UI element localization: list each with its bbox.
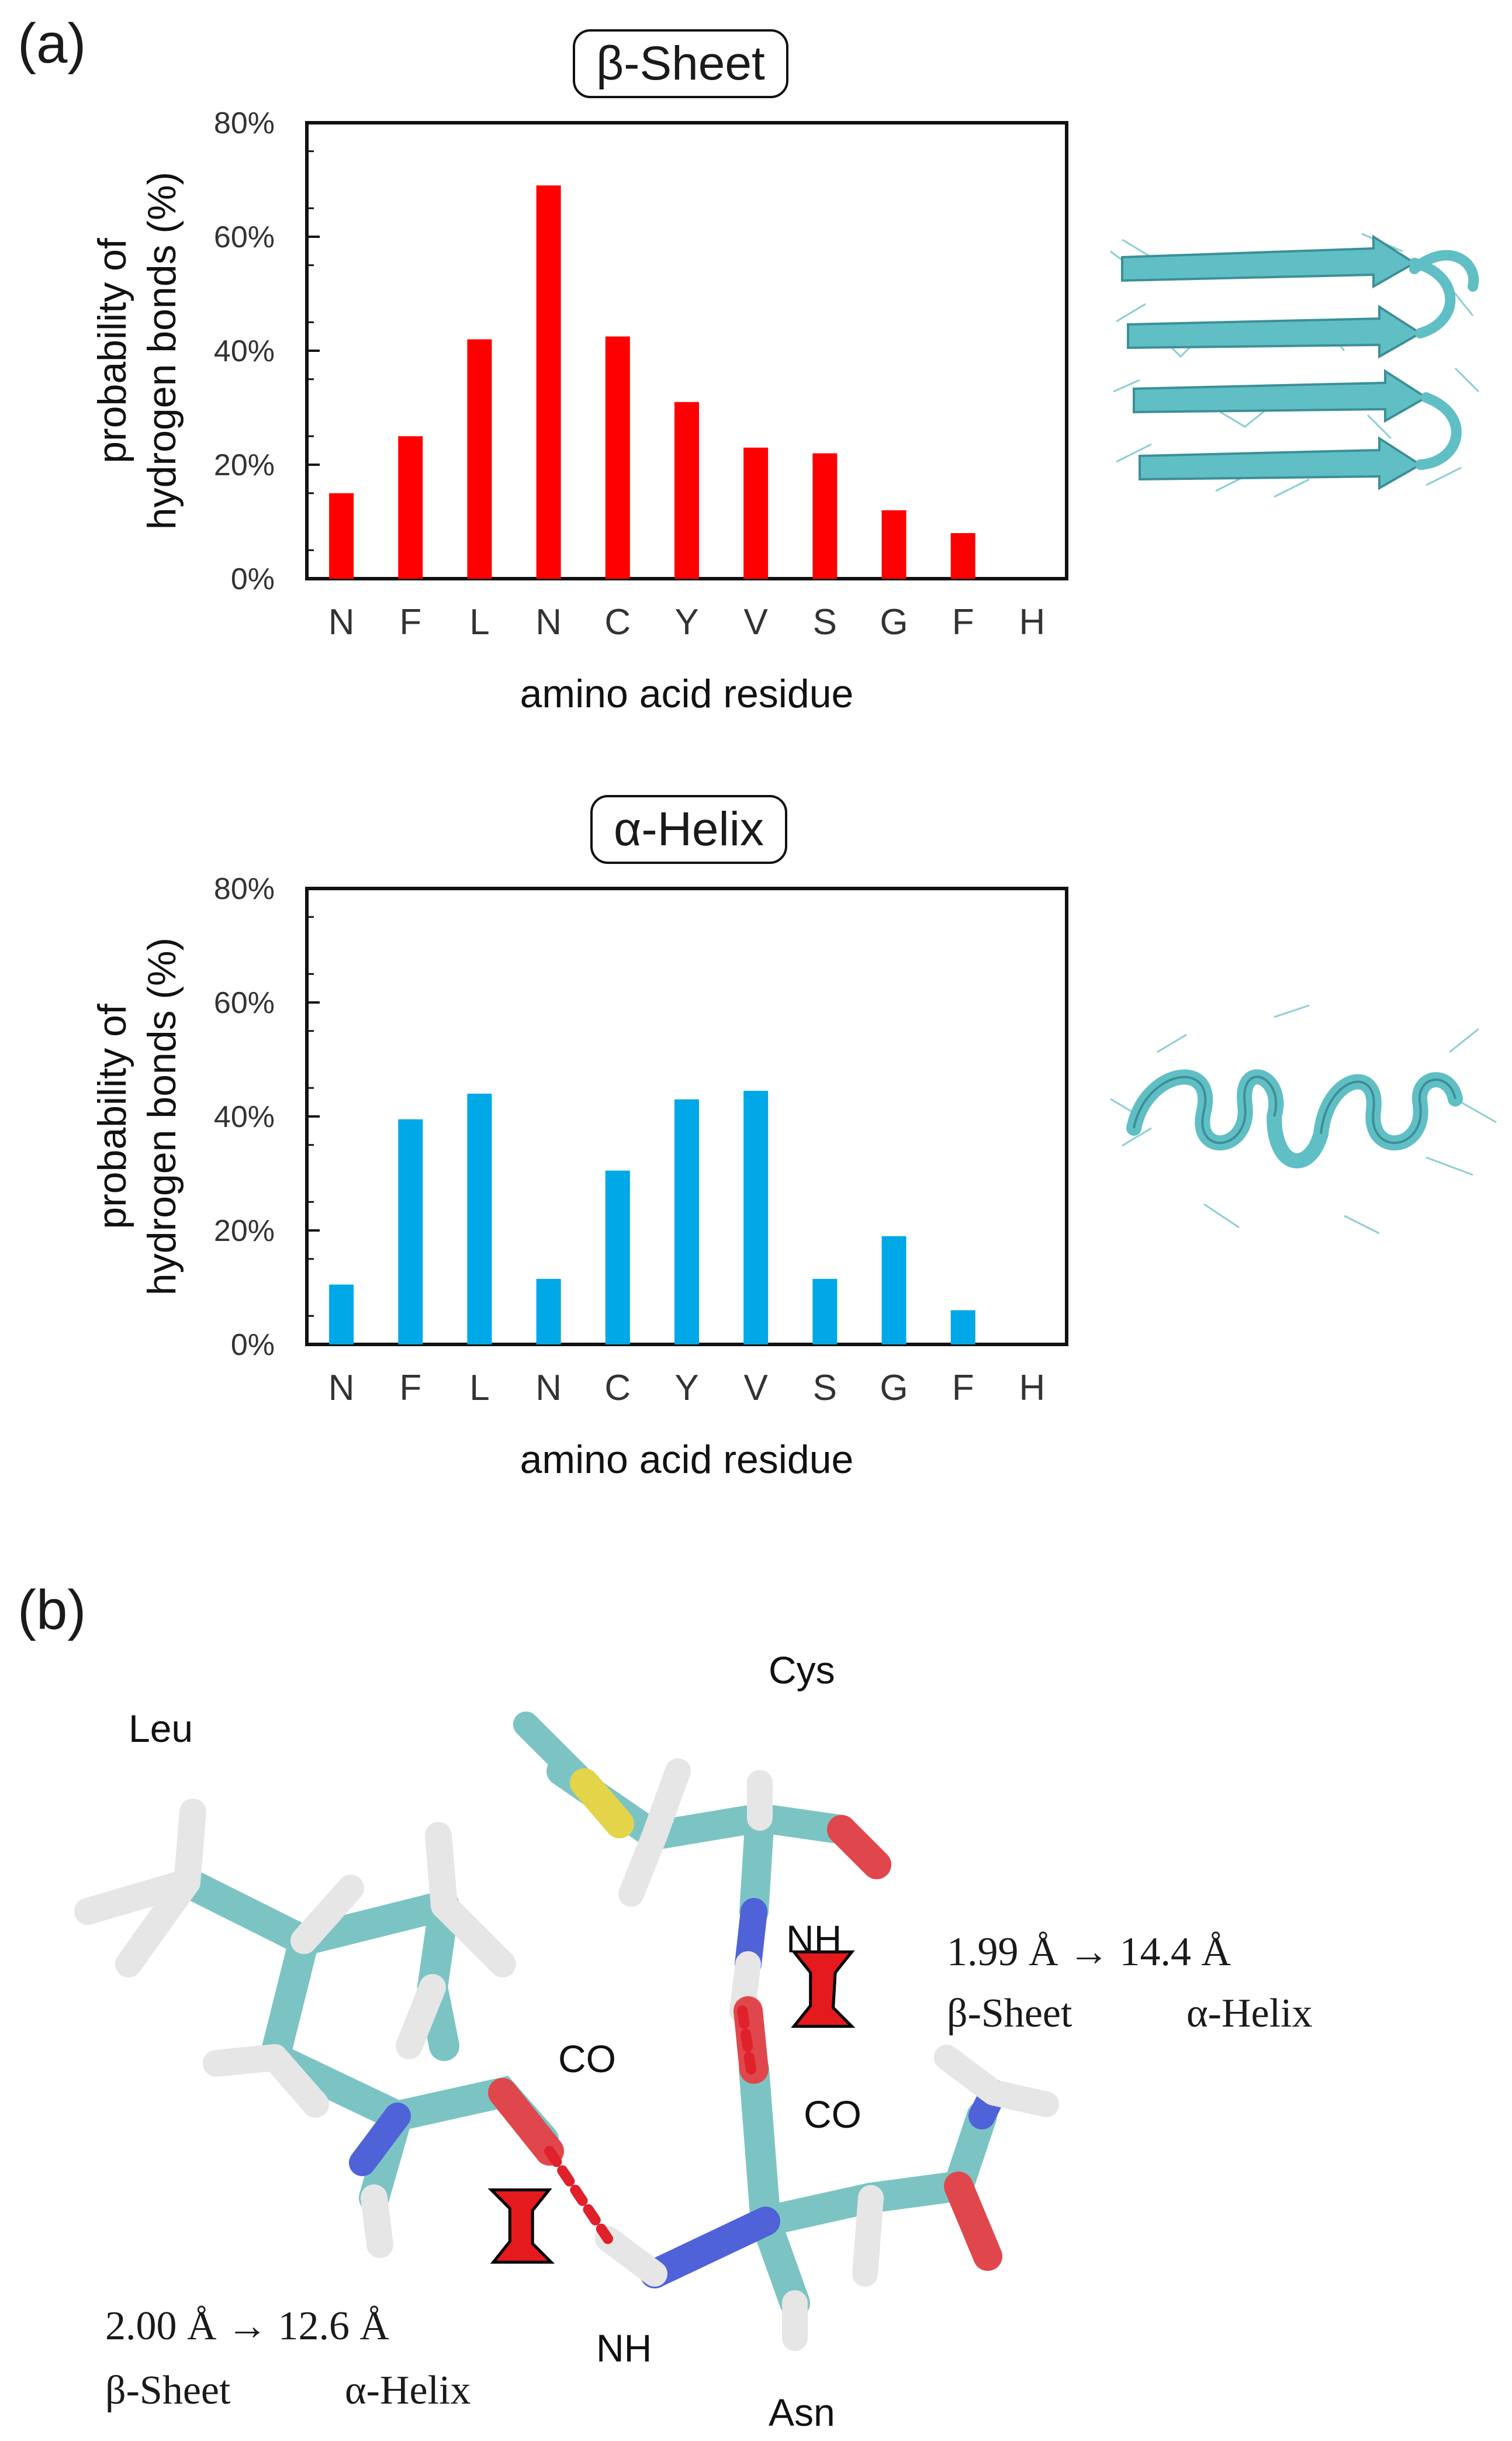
y-tick-label: 0% (231, 1328, 275, 1362)
bar-s-7 (812, 1278, 838, 1344)
residue-label-leu: Leu (129, 1707, 193, 1750)
y-axis-title-line: probability of (90, 1004, 134, 1229)
x-axis-title: amino acid residue (520, 1437, 854, 1482)
bar-l-2 (467, 1094, 492, 1344)
bar-g-8 (881, 1236, 906, 1344)
x-tick-label: L (469, 602, 489, 642)
bar-y-5 (674, 1099, 699, 1344)
group-label-nh-asn: NH (596, 2326, 652, 2370)
x-tick-label: L (469, 1368, 489, 1408)
x-axis-title: amino acid residue (520, 672, 854, 716)
residue-label-asn: Asn (769, 2391, 835, 2434)
y-tick-label: 80% (214, 106, 275, 140)
x-tick-label: V (744, 602, 769, 642)
bar-y-5 (674, 402, 699, 579)
lower-bond-state-alpha: α-Helix (345, 2368, 471, 2413)
y-tick-label: 20% (214, 1214, 275, 1248)
upper-bond-state-beta: β-Sheet (947, 1991, 1072, 2036)
residue-hydrogen-bond-model: Leu Cys Asn CO NH CO NH (74, 1648, 1059, 2434)
chart-title-alpha-helix: α-Helix (590, 795, 787, 864)
x-tick-label: N (328, 1368, 355, 1408)
y-axis-title-line: hydrogen bonds (%) (140, 172, 184, 530)
bar-v-6 (743, 1091, 769, 1344)
panel-label-a: (a) (18, 12, 87, 75)
group-label-co-leu: CO (558, 2037, 616, 2080)
bar-f-1 (398, 1119, 423, 1344)
x-tick-label: Y (674, 1368, 698, 1408)
x-tick-label: N (535, 602, 562, 642)
y-tick-label: 40% (214, 1100, 275, 1134)
x-tick-label: N (328, 602, 355, 642)
chart-title-beta-sheet: β-Sheet (573, 29, 788, 98)
bar-n-3 (536, 1278, 561, 1344)
x-tick-label: Y (674, 602, 698, 642)
bar-c-4 (605, 1170, 630, 1344)
x-tick-label: F (399, 602, 421, 642)
panel-label-b: (b) (18, 1579, 87, 1641)
y-tick-label: 40% (214, 334, 275, 368)
beta-sheet-protein-image (1110, 233, 1480, 498)
bar-n-0 (329, 493, 354, 579)
y-tick-label: 60% (214, 986, 275, 1020)
x-tick-label: N (535, 1368, 562, 1408)
x-tick-label: F (952, 602, 974, 642)
lower-bond-state-beta: β-Sheet (105, 2368, 231, 2413)
bar-v-6 (743, 447, 769, 579)
group-label-nh-cys: NH (786, 1917, 842, 1961)
lower-bond-distance: 2.00 Å → 12.6 Å (105, 2304, 390, 2349)
alpha-helix-protein-image (1110, 1004, 1497, 1235)
bar-g-8 (881, 510, 906, 579)
x-tick-label: H (1019, 602, 1046, 642)
bar-f-1 (398, 436, 423, 579)
x-tick-label: G (880, 602, 908, 642)
x-tick-label: F (399, 1368, 421, 1408)
x-tick-label: S (813, 602, 837, 642)
bar-l-2 (467, 339, 492, 579)
x-tick-label: S (813, 1368, 837, 1408)
y-tick-label: 80% (214, 872, 275, 906)
x-tick-label: G (880, 1368, 908, 1408)
upper-bond-state-alpha: α-Helix (1186, 1991, 1313, 2036)
bar-n-3 (536, 185, 561, 579)
y-axis-title-line: hydrogen bonds (%) (140, 938, 184, 1295)
bar-f-9 (950, 533, 975, 579)
x-tick-label: V (744, 1368, 769, 1408)
residue-label-cys: Cys (769, 1648, 835, 1692)
group-label-co-asn: CO (804, 2093, 861, 2136)
x-tick-label: F (952, 1368, 974, 1408)
y-tick-label: 0% (231, 562, 275, 596)
x-tick-label: C (604, 602, 631, 642)
y-tick-label: 20% (214, 448, 275, 482)
bar-f-9 (950, 1310, 975, 1344)
bar-n-0 (329, 1284, 354, 1344)
x-tick-label: H (1019, 1368, 1046, 1408)
x-tick-label: C (604, 1368, 631, 1408)
bar-s-7 (812, 453, 838, 579)
y-tick-label: 60% (214, 220, 275, 254)
upper-bond-distance: 1.99 Å → 14.4 Å (947, 1930, 1231, 1975)
y-axis-title-line: probability of (90, 238, 134, 464)
bar-c-4 (605, 336, 630, 579)
